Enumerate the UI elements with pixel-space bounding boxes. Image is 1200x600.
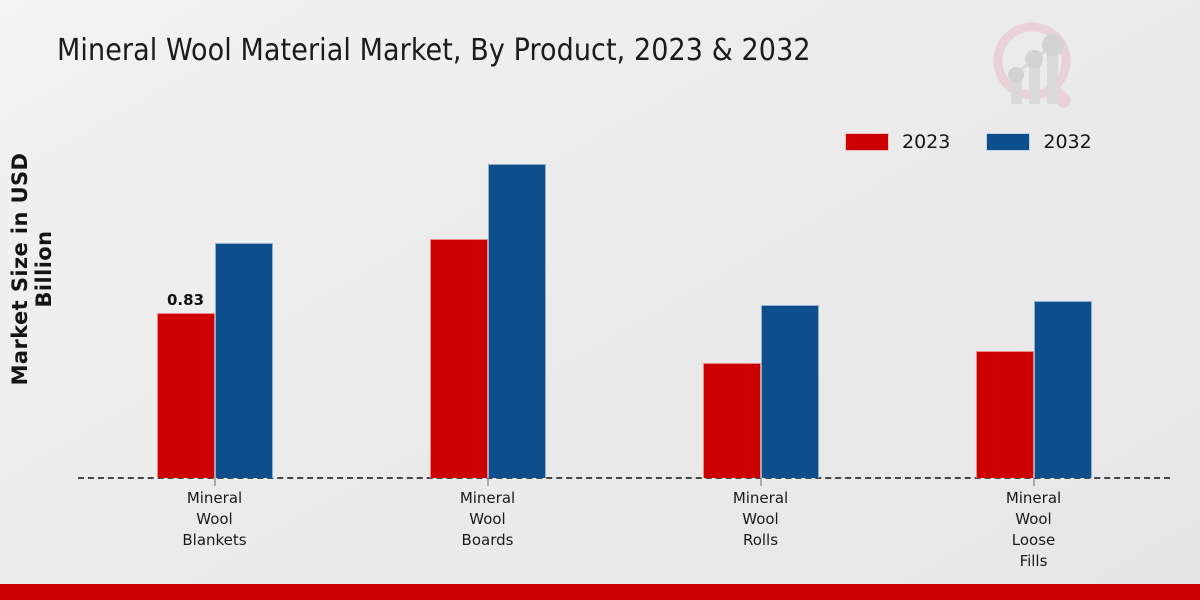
- bar-2032[interactable]: [214, 243, 273, 478]
- bar-2032[interactable]: [760, 304, 819, 478]
- category-label-line: Mineral: [186, 489, 243, 507]
- x-axis-tick: [760, 478, 761, 486]
- bar-2023[interactable]: [429, 239, 488, 478]
- category-label-line: Wool: [742, 510, 779, 528]
- category-label-line: Boards: [461, 531, 514, 549]
- chart-legend: 2023 2032: [845, 131, 1092, 153]
- x-axis-category-label: Mineral Wool Boards: [398, 488, 578, 551]
- bar-pair: [975, 301, 1092, 478]
- bar-rect[interactable]: [702, 362, 761, 478]
- bar-2032[interactable]: [1033, 301, 1092, 478]
- x-axis-tick: [1033, 478, 1034, 486]
- bar-2023[interactable]: [975, 350, 1034, 478]
- bar-pair: 0.83: [156, 243, 273, 478]
- category-label-line: Blankets: [182, 531, 247, 549]
- legend-item-2032[interactable]: 2032: [986, 131, 1092, 153]
- bar-rect[interactable]: [156, 312, 215, 478]
- bar-rect[interactable]: [1033, 301, 1092, 478]
- category-label-line: Wool: [469, 510, 506, 528]
- bar-group: Mineral Wool Rolls: [624, 120, 897, 549]
- category-label-line: Wool: [1015, 510, 1052, 528]
- category-label-line: Loose: [1011, 531, 1056, 549]
- legend-label-2032: 2032: [1043, 131, 1092, 153]
- legend-label-2023: 2023: [902, 131, 951, 153]
- bar-rect[interactable]: [760, 304, 819, 478]
- x-axis-tick: [214, 478, 215, 486]
- footer-accent-bar: [0, 584, 1200, 600]
- bar-rect[interactable]: [487, 163, 546, 478]
- bar-groups: 0.83 Mineral Wool Blankets Mineral Wool Boards…: [78, 120, 1170, 570]
- category-label-line: Mineral: [732, 489, 789, 507]
- bar-group: Mineral Wool Loose Fills: [897, 120, 1170, 570]
- chart-title: Mineral Wool Material Market, By Product…: [57, 33, 811, 68]
- bar-pair: [429, 163, 546, 478]
- bar-2023[interactable]: 0.83: [156, 291, 215, 478]
- bar-pair: [702, 304, 819, 478]
- bar-2032[interactable]: [487, 163, 546, 478]
- bar-group: Mineral Wool Boards: [351, 120, 624, 549]
- category-label-line: Mineral: [459, 489, 516, 507]
- bar-value-label: 0.83: [166, 290, 205, 309]
- bar-group: 0.83 Mineral Wool Blankets: [78, 120, 351, 549]
- category-label-line: Mineral: [1005, 489, 1062, 507]
- legend-swatch-blue-icon: [986, 133, 1031, 151]
- bar-rect[interactable]: [975, 350, 1034, 478]
- legend-swatch-red-icon: [845, 133, 889, 151]
- category-label-line: Wool: [196, 510, 233, 528]
- x-axis-tick: [487, 478, 488, 486]
- bar-rect[interactable]: [214, 243, 273, 478]
- category-label-line: Fills: [1019, 552, 1048, 570]
- x-axis-category-label: Mineral Wool Loose Fills: [944, 488, 1124, 572]
- x-axis-baseline: [78, 477, 1170, 479]
- legend-item-2023[interactable]: 2023: [845, 131, 950, 153]
- category-label-line: Rolls: [742, 531, 779, 549]
- bar-2023[interactable]: [702, 362, 761, 478]
- bar-rect[interactable]: [429, 239, 488, 478]
- x-axis-category-label: Mineral Wool Blankets: [125, 488, 305, 551]
- x-axis-category-label: Mineral Wool Rolls: [671, 488, 851, 551]
